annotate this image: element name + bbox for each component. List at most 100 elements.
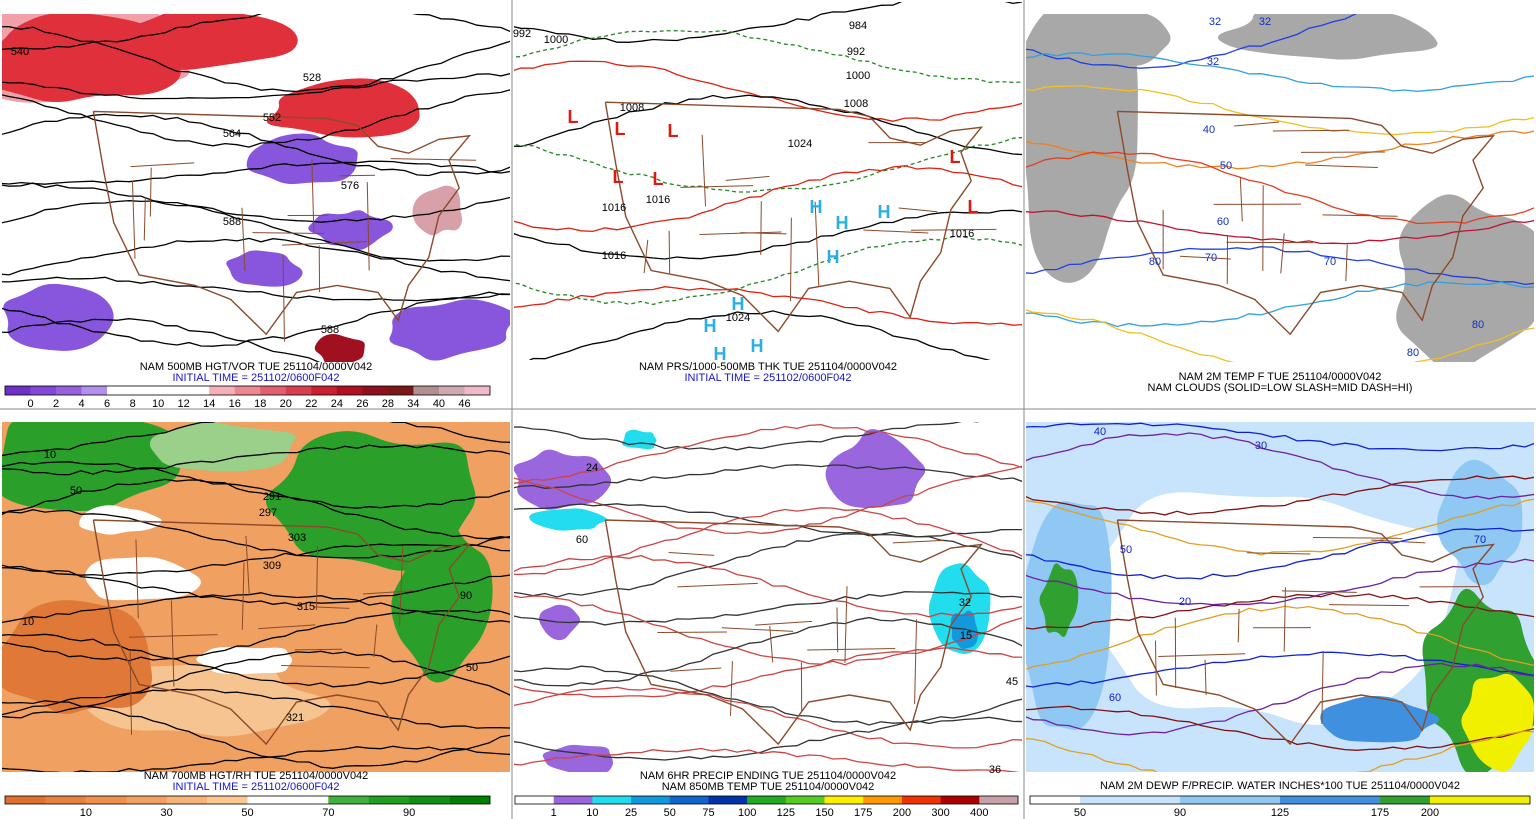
map-label: 30 (1255, 440, 1267, 452)
contour-line (514, 136, 1022, 193)
map-label: H (810, 197, 823, 217)
panel-caption: INITIAL TIME = 251102/0600F042 (172, 372, 339, 384)
colorbar-swatch (56, 386, 82, 395)
map-label: H (732, 294, 745, 314)
map-label: H (714, 344, 727, 364)
map-label: 32 (1209, 16, 1221, 28)
colorbar-swatch (336, 386, 363, 395)
colorbar-swatch (747, 796, 787, 804)
map-label: 80 (1407, 347, 1419, 359)
panel-caption: NAM 700MB HGT/RH TUE 251104/0000V042 (144, 770, 369, 782)
colorbar-swatch (824, 796, 864, 804)
colorbar-label: 26 (356, 398, 368, 410)
colorbar-swatch (1180, 796, 1231, 804)
map-label: 564 (223, 128, 241, 140)
state-border (699, 231, 782, 236)
map-panel (514, 422, 1022, 772)
shaded-area (529, 508, 607, 531)
state-border (143, 197, 146, 241)
colorbar-swatch (940, 796, 980, 804)
state-border (670, 667, 722, 672)
contour-line (1026, 246, 1534, 286)
colorbar-label: 14 (203, 398, 215, 410)
contour-line (1026, 210, 1534, 245)
contour-line (514, 595, 1022, 666)
state-border (668, 230, 671, 274)
colorbar-label: 50 (241, 807, 253, 819)
map-label: 1000 (544, 34, 568, 46)
contour-line (2, 461, 510, 509)
contour-line (514, 647, 1022, 698)
contour-line (1026, 705, 1534, 751)
colorbar-swatch (1480, 796, 1531, 804)
map-label: L (668, 121, 679, 141)
colorbar-label: 200 (893, 807, 911, 819)
colorbar-label: 10 (152, 398, 164, 410)
contour-line (2, 318, 321, 362)
colorbar-swatch (81, 386, 108, 395)
shaded-area (314, 333, 365, 362)
contour-line (2, 564, 510, 607)
colorbar-label: 70 (322, 807, 334, 819)
map-label: L (968, 197, 979, 217)
contour-line (2, 478, 510, 540)
colorbar-swatch (260, 386, 287, 395)
colorbar-swatch (247, 796, 289, 804)
map-label: 24 (586, 462, 598, 474)
contour-line (2, 73, 510, 100)
state-border (760, 201, 762, 255)
state-border (390, 158, 477, 161)
map-label: 1008 (844, 98, 868, 110)
contour-line (1026, 281, 1534, 328)
contour-line (514, 747, 1020, 772)
colorbar-label: 200 (1421, 807, 1439, 819)
state-border (680, 185, 754, 188)
state-border (399, 546, 404, 626)
map-label: 36 (989, 764, 1001, 776)
state-border (1313, 537, 1403, 539)
state-border (311, 159, 315, 233)
state-border (1204, 659, 1207, 695)
state-border (258, 624, 316, 630)
colorbar-swatch (901, 796, 941, 804)
contour-line (2, 276, 510, 302)
state-border (1281, 590, 1357, 593)
map-label: H (751, 336, 764, 356)
colorbar-label: 24 (331, 398, 343, 410)
contour-line (514, 423, 1022, 484)
state-border (814, 201, 820, 286)
map-label: 10 (22, 616, 34, 628)
colorbar-label: 150 (815, 807, 833, 819)
map-label: 50 (1120, 544, 1132, 556)
map-label: 80 (1149, 256, 1161, 268)
colorbar-label: 20 (280, 398, 292, 410)
contour-line (2, 26, 510, 93)
state-border (910, 228, 997, 231)
colorbar-label: 10 (80, 807, 92, 819)
state-border (769, 625, 774, 663)
state-border (725, 175, 770, 181)
state-border (836, 607, 839, 653)
map-label: 90 (460, 590, 472, 602)
contour-line (1026, 130, 1534, 170)
map-label: 40 (1094, 426, 1106, 438)
state-border (241, 562, 245, 631)
contour-line (2, 113, 510, 177)
map-label: 588 (321, 324, 339, 336)
colorbar-swatch (409, 796, 450, 804)
colorbar-swatch (234, 386, 261, 395)
map-label: 70 (1324, 256, 1336, 268)
state-border (294, 648, 343, 651)
contour-line (514, 165, 1022, 233)
state-border (129, 651, 133, 735)
colorbar-swatch (669, 796, 709, 804)
map-label: 45 (1006, 676, 1018, 688)
state-border (1329, 604, 1410, 607)
colorbar-label: 10 (586, 807, 598, 819)
shaded-area (389, 299, 510, 361)
contour-line (1026, 422, 1534, 452)
panel-caption: INITIAL TIME = 251102/0600F042 (684, 372, 851, 384)
state-border (130, 162, 195, 168)
colorbar-label: 8 (130, 398, 136, 410)
panel-caption: NAM 2M DEWP F/PRECIP. WATER INCHES*100 T… (1100, 780, 1460, 792)
